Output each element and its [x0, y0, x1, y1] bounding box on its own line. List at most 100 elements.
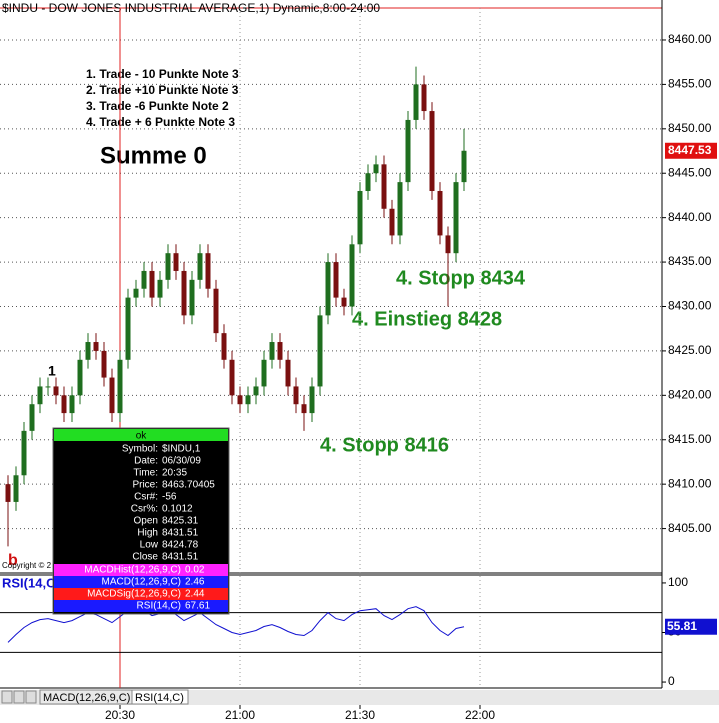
y-tick-label: 8450.00 [668, 121, 712, 135]
y-tick-label: 0 [668, 674, 675, 688]
x-tick-label: 22:00 [465, 708, 495, 722]
rsi-legend: RSI(14,C [2, 575, 56, 590]
y-tick-label: 8420.00 [668, 387, 712, 401]
candle-body [213, 288, 219, 334]
tooltip-label: Open [134, 516, 158, 527]
tooltip-header [54, 429, 228, 441]
note: 1. Trade - 10 Punkte Note 3 [86, 67, 239, 81]
candle-body [37, 386, 43, 405]
tooltip-label: Low [140, 540, 159, 551]
candle-body [413, 84, 419, 120]
rsi-line [7, 606, 465, 643]
y-tick-label: 8410.00 [668, 476, 712, 490]
scroll-button[interactable] [13, 690, 25, 704]
candle-body [269, 342, 275, 360]
annotation: 4. Einstieg 8428 [352, 308, 502, 330]
y-tick-label: 8440.00 [668, 210, 712, 224]
candle-body [445, 235, 451, 254]
candle-body [229, 359, 235, 396]
candle-body [237, 395, 243, 405]
rsi-last-box [665, 618, 717, 635]
candle-body [357, 191, 363, 245]
candle-body [133, 288, 139, 298]
tooltip-indicator-value: 2.46 [185, 577, 205, 588]
candle-body [349, 244, 355, 307]
rsi-last-label: 55.81 [667, 619, 697, 633]
tooltip-indicator-label: MACDHist(12,26,9,C) [84, 565, 181, 576]
last-price-label: 8447.53 [668, 143, 712, 157]
y-tick-label: 8435.00 [668, 254, 712, 268]
last-price-box [665, 142, 717, 159]
y-tick-label: 100 [668, 575, 688, 589]
candle-body [389, 208, 395, 236]
scroll-button[interactable] [25, 690, 37, 704]
candle-body [301, 404, 307, 414]
tooltip-label: Csr#: [134, 492, 158, 503]
tooltip-value: 06/30/09 [162, 456, 201, 467]
tooltip-indicator-bg [54, 600, 228, 612]
tooltip-label: Time: [133, 468, 158, 479]
note: 2. Trade +10 Punkte Note 3 [86, 83, 239, 97]
tooltip-label: Csr%: [131, 504, 158, 515]
candle-body [205, 253, 211, 289]
candle-body [181, 270, 187, 316]
summary: Summe 0 [100, 142, 207, 169]
candle-body [325, 262, 331, 316]
candle-body [157, 279, 163, 298]
y-tick-label: 8460.00 [668, 32, 712, 46]
x-tick-label: 21:00 [225, 708, 255, 722]
y-tick-label: 8430.00 [668, 299, 712, 313]
annotation: 1 [48, 363, 56, 379]
tab-label[interactable]: RSI(14,C) [135, 692, 184, 704]
y-tick-label: 8455.00 [668, 77, 712, 91]
tooltip-value: 8424.78 [162, 540, 199, 551]
candle-body [365, 173, 371, 192]
x-tick-label: 20:30 [105, 708, 135, 722]
candle-body [93, 342, 99, 351]
candle-body [45, 386, 51, 388]
copyright: Copyright © 2 [2, 561, 52, 570]
y-tick-label: 8405.00 [668, 521, 712, 535]
candle-body [437, 191, 443, 236]
candle-body [309, 386, 315, 414]
candle-body [293, 386, 299, 405]
candle-body [117, 359, 123, 414]
candle-body [101, 350, 107, 378]
candle-body [189, 279, 195, 316]
x-tick-label: 21:30 [345, 708, 375, 722]
tabs: MACD(12,26,9,C) RSI(14,C) [1, 689, 189, 705]
y-tick-label: 8415.00 [668, 432, 712, 446]
tooltip-value: 8431.51 [162, 552, 199, 563]
candle-body [317, 315, 323, 387]
candle-body [173, 253, 179, 271]
candle-body [109, 377, 115, 414]
candle-body [77, 359, 83, 396]
candle-body [197, 253, 203, 280]
tooltip-label: Date: [134, 456, 158, 467]
candle-body [21, 430, 27, 476]
notes: 1. Trade - 10 Punkte Note 3 2. Trade +10 … [86, 67, 239, 129]
candle-body [405, 119, 411, 183]
candle-body [221, 333, 227, 360]
candle-body [85, 342, 91, 360]
tooltip-label: High [137, 528, 158, 539]
tooltip-indicator-value: 2.44 [185, 589, 205, 600]
candle-body [461, 150, 467, 183]
candle-body [373, 164, 379, 174]
candle-body [13, 475, 19, 502]
tab[interactable] [131, 689, 189, 705]
candle-body [125, 297, 131, 360]
candle-body [69, 395, 75, 414]
annotation: 4. Stopp 8416 [320, 434, 449, 456]
candle-body [261, 359, 267, 387]
candle-body [165, 253, 171, 280]
tooltip-indicator-label: RSI(14,C) [137, 601, 181, 612]
tab-label[interactable]: MACD(12,26,9,C) [43, 692, 130, 704]
scroll-button[interactable] [1, 690, 13, 704]
candle-body [245, 395, 251, 405]
tooltip-indicator-value: 0.02 [185, 565, 205, 576]
note: 3. Trade -6 Punkte Note 2 [86, 99, 229, 113]
tooltip-indicator-bg [54, 564, 228, 576]
y-tick-label: 8425.00 [668, 343, 712, 357]
candle-body [381, 164, 387, 209]
